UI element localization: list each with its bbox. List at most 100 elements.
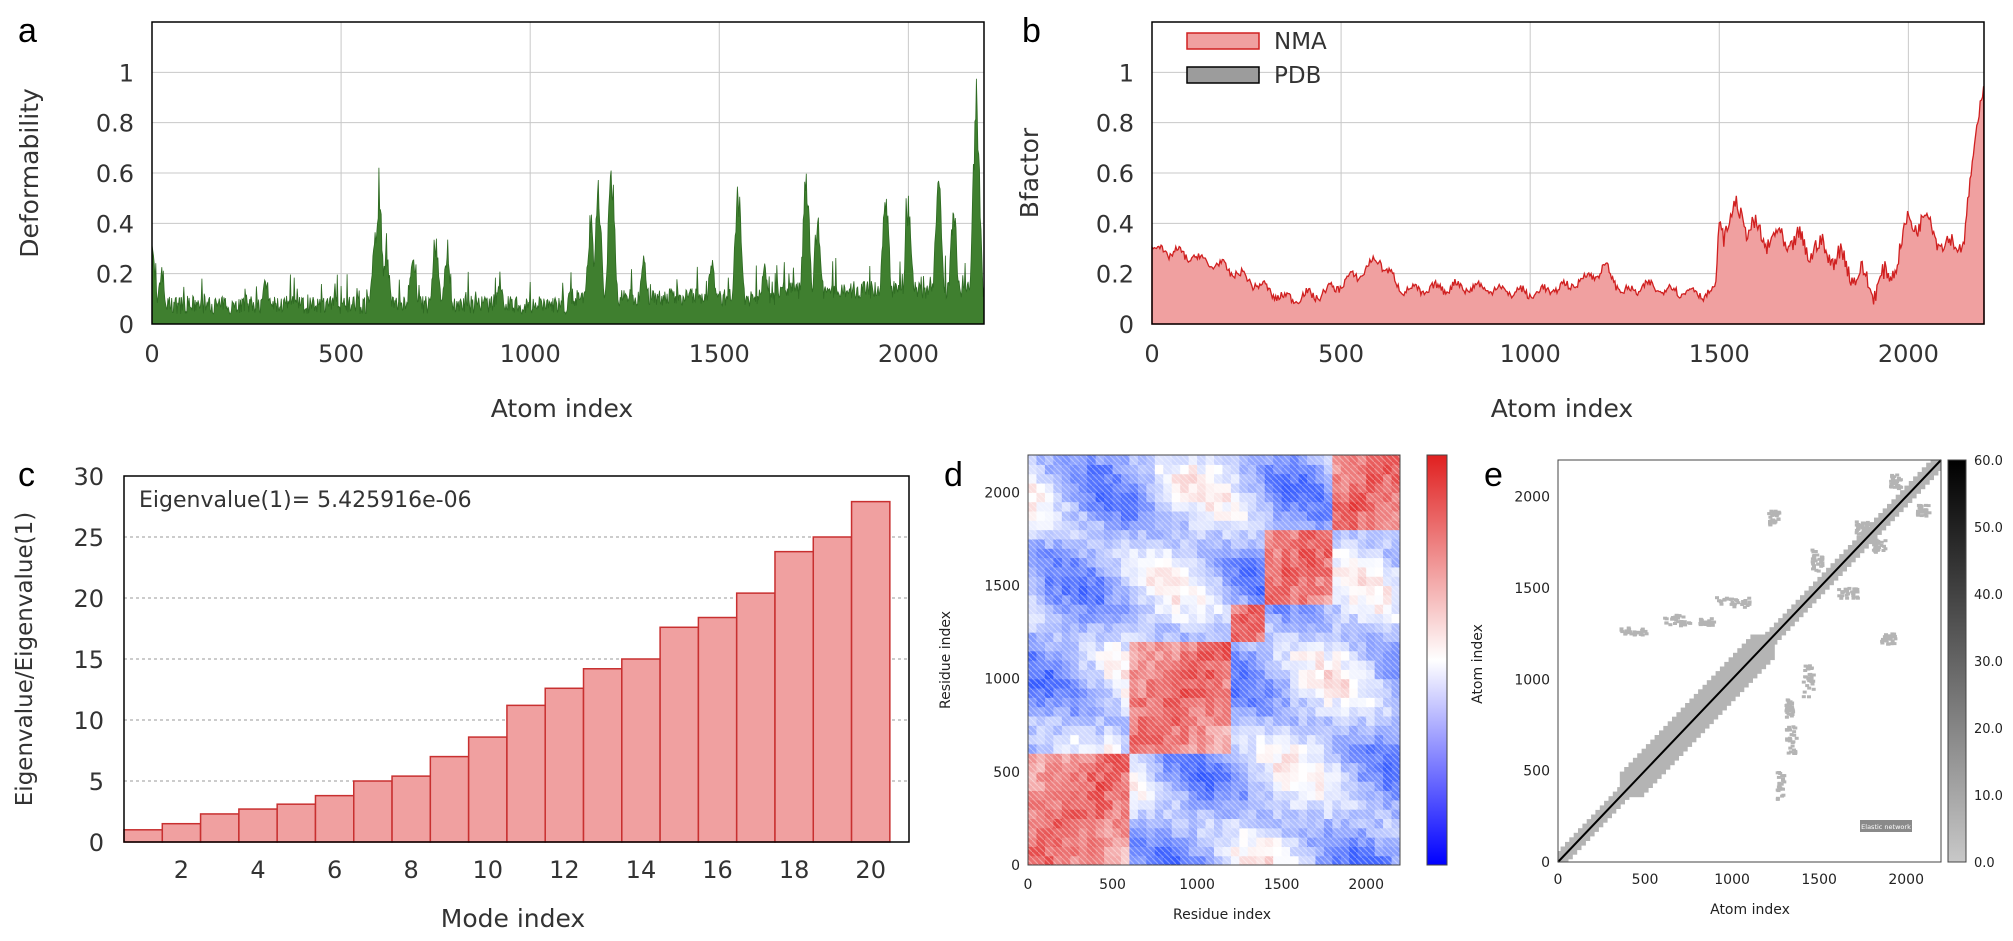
c-ytick-label: 0 bbox=[89, 829, 104, 857]
e-contact-dot bbox=[1776, 517, 1781, 521]
e-contact-dot bbox=[1620, 630, 1625, 634]
e-contact-dot bbox=[1804, 675, 1809, 679]
b-x-ticks: 0 500 1000 1500 2000 bbox=[1144, 340, 1939, 368]
a-ylabel: Deformability bbox=[15, 88, 44, 258]
a-xtick-label: 500 bbox=[318, 340, 364, 368]
eigenvalue-bar bbox=[161, 822, 202, 843]
e-contact-dot bbox=[1892, 632, 1897, 636]
d-xlabel: Residue index bbox=[1173, 907, 1271, 923]
eigenvalue-bar bbox=[735, 592, 776, 843]
eigenvalue-bar bbox=[659, 626, 700, 843]
legend-swatch-pdb bbox=[1186, 66, 1260, 84]
e-contact-dot bbox=[1807, 664, 1812, 668]
c-ytick-label: 15 bbox=[73, 646, 104, 674]
eigenvalue-bar bbox=[314, 794, 355, 843]
c-xtick-label: 8 bbox=[404, 856, 419, 884]
e-contact-dot bbox=[1708, 623, 1713, 627]
e-contact-dot bbox=[1790, 702, 1794, 706]
e-colorbar-tick-label: 50.0 bbox=[1974, 521, 2003, 536]
e-contact-dot bbox=[1805, 667, 1810, 671]
e-contact-dot bbox=[1793, 726, 1798, 730]
e-contact-dot bbox=[1859, 532, 1864, 536]
e-contact-dot bbox=[1732, 602, 1737, 606]
e-contact-dot bbox=[1807, 686, 1812, 690]
e-contact-dot bbox=[1860, 523, 1864, 527]
e-contact-dot bbox=[1813, 559, 1818, 563]
e-contact-dot bbox=[1791, 710, 1796, 714]
e-contact-dot bbox=[1777, 781, 1782, 785]
e-contact-dot bbox=[1743, 602, 1748, 605]
e-contact-dot bbox=[1788, 750, 1793, 754]
e-contact-dot bbox=[1871, 538, 1876, 542]
eigenvalue-bar bbox=[697, 616, 738, 843]
c-plot-frame bbox=[123, 475, 910, 843]
e-contact-dot bbox=[1791, 740, 1796, 744]
e-contact-dot bbox=[1837, 594, 1842, 598]
e-contact-dot bbox=[1811, 687, 1816, 691]
eigenvalue-bar bbox=[238, 808, 278, 843]
e-contact-dot bbox=[1790, 708, 1795, 712]
e-contact-dot bbox=[1816, 562, 1821, 566]
e-contact-dot bbox=[1640, 628, 1645, 632]
e-contact-dot bbox=[1785, 703, 1790, 707]
e-contact-dot bbox=[1786, 712, 1791, 716]
e-contact-dot bbox=[1619, 627, 1624, 631]
e-contact-dot bbox=[1786, 707, 1791, 711]
e-contact-dot bbox=[1837, 588, 1842, 592]
e-contact-dot bbox=[1775, 788, 1780, 792]
d-ylabel: Residue index bbox=[938, 611, 954, 709]
e-contact-dot bbox=[1856, 532, 1861, 536]
e-contact-dot bbox=[1884, 633, 1888, 637]
c-ytick-label: 30 bbox=[73, 463, 104, 491]
e-contact-dot bbox=[1807, 673, 1812, 677]
c-xtick-label: 16 bbox=[702, 856, 733, 884]
e-ytick-label: 500 bbox=[1523, 764, 1550, 780]
a-ytick-label: 1 bbox=[119, 59, 134, 87]
e-contact-dot bbox=[1638, 632, 1643, 636]
e-contact-dot bbox=[1710, 621, 1715, 625]
e-contact-dot bbox=[1851, 594, 1856, 597]
e-contact-dot bbox=[1815, 553, 1820, 557]
d-texture bbox=[1028, 455, 1400, 865]
e-xtick-label: 500 bbox=[1632, 872, 1659, 888]
e-contact-dot bbox=[1881, 549, 1886, 552]
c-xtick-label: 18 bbox=[779, 856, 810, 884]
b-ytick-label: 0.6 bbox=[1096, 160, 1134, 188]
panel-letter-e: e bbox=[1484, 456, 1503, 494]
d-xtick-label: 0 bbox=[1024, 877, 1033, 893]
e-ylabel: Atom index bbox=[1470, 624, 1486, 704]
legend-label-pdb: PDB bbox=[1274, 63, 1321, 89]
e-contact-dot bbox=[1747, 600, 1752, 604]
e-contact-dot bbox=[1710, 623, 1715, 627]
e-contact-dot bbox=[1854, 523, 1859, 527]
a-xtick-label: 0 bbox=[144, 340, 159, 368]
e-contact-dot bbox=[1768, 523, 1773, 527]
e-contact-dot bbox=[1775, 796, 1780, 800]
e-plot-frame bbox=[1557, 459, 1942, 863]
e-contact-dot bbox=[1781, 793, 1786, 797]
e-contact-dot bbox=[1699, 622, 1703, 626]
e-inset-label: Elastic network bbox=[1861, 823, 1911, 831]
a-ytick-label: 0.2 bbox=[96, 261, 134, 289]
e-contact-dot bbox=[1813, 550, 1818, 553]
e-contact-dot bbox=[1773, 509, 1778, 513]
a-ytick-label: 0.4 bbox=[96, 210, 134, 238]
e-contact-dot bbox=[1726, 597, 1731, 601]
e-contact-dot bbox=[1919, 514, 1924, 518]
e-contact-dot bbox=[1768, 515, 1773, 519]
e-contact-dot bbox=[1881, 637, 1885, 641]
e-contact-dot bbox=[1768, 520, 1772, 523]
e-contact-dot bbox=[1924, 514, 1929, 518]
eigenvalue-bar bbox=[391, 775, 432, 843]
e-contact-dot bbox=[1807, 679, 1812, 683]
e-contact-dot bbox=[1924, 511, 1929, 515]
e-contact-dot bbox=[1643, 629, 1648, 633]
e-contact-dot bbox=[1811, 550, 1816, 554]
e-contact-dot bbox=[1809, 666, 1814, 670]
e-contact-dot bbox=[1715, 596, 1719, 600]
e-contact-dot bbox=[1677, 614, 1682, 618]
e-contact-dot bbox=[1817, 557, 1822, 561]
c-bars bbox=[123, 500, 891, 843]
d-xtick-label: 1000 bbox=[1179, 877, 1215, 893]
